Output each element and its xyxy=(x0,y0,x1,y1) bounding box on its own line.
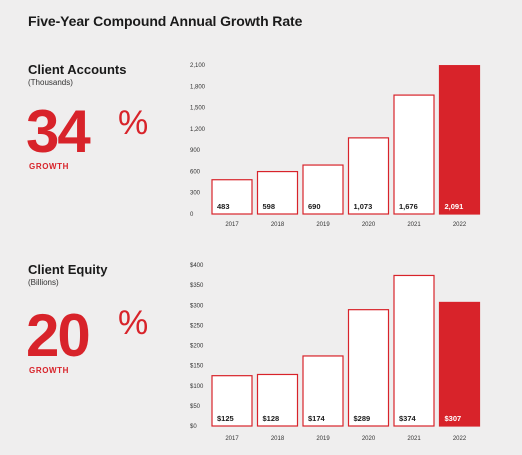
client-accounts-unit: (Thousands) xyxy=(28,78,73,87)
equity-bar-2019 xyxy=(302,355,344,427)
equity-bar-2022 xyxy=(438,301,481,427)
equity-bar-2021 xyxy=(393,274,435,427)
equity-xtick-label: 2019 xyxy=(316,436,330,442)
equity-bar-2017 xyxy=(211,375,253,427)
page-title: Five-Year Compound Annual Growth Rate xyxy=(28,13,303,29)
accounts-ytick-label: 900 xyxy=(190,148,201,154)
equity-bar-2020 xyxy=(347,309,390,427)
accounts-xtick-label: 2019 xyxy=(316,222,330,228)
equity-value-label: $125 xyxy=(217,414,234,423)
accounts-value-label: 598 xyxy=(263,202,276,211)
equity-bar-2018 xyxy=(256,373,299,427)
accounts-xtick-label: 2022 xyxy=(453,222,467,228)
accounts-value-label: 1,676 xyxy=(399,202,418,211)
equity-ytick-label: $350 xyxy=(190,283,204,289)
client-equity-growth-label: GROWTH xyxy=(29,366,70,375)
accounts-ytick-label: 600 xyxy=(190,169,201,175)
equity-ytick-label: $400 xyxy=(190,263,204,269)
client-accounts-title: Client Accounts xyxy=(28,62,127,77)
accounts-ytick-label: 1,500 xyxy=(190,106,206,112)
equity-ytick-label: $0 xyxy=(190,424,197,430)
accounts-xtick-label: 2018 xyxy=(271,222,285,228)
accounts-ytick-label: 1,200 xyxy=(190,127,206,133)
client-equity-growth-value: 20 xyxy=(26,302,91,369)
client-accounts-growth-label: GROWTH xyxy=(29,162,70,171)
accounts-ytick-label: 2,100 xyxy=(190,63,206,69)
accounts-bar-2020 xyxy=(347,137,390,215)
equity-ytick-label: $300 xyxy=(190,303,204,309)
equity-xtick-label: 2020 xyxy=(362,436,376,442)
equity-ytick-label: $200 xyxy=(190,344,204,350)
equity-ytick-label: $50 xyxy=(190,404,201,410)
accounts-bar-2021 xyxy=(393,94,435,215)
equity-value-label: $307 xyxy=(445,414,462,423)
client-equity-title: Client Equity xyxy=(28,262,108,277)
equity-xtick-label: 2017 xyxy=(225,436,239,442)
accounts-bar-2019 xyxy=(302,164,344,215)
client-accounts-growth-percent: % xyxy=(118,104,149,142)
accounts-bar-2018 xyxy=(256,170,299,215)
client-accounts-growth-value: 34 xyxy=(26,98,91,165)
accounts-bar-2017 xyxy=(211,179,253,215)
accounts-value-label: 483 xyxy=(217,202,230,211)
accounts-xtick-label: 2021 xyxy=(407,222,421,228)
accounts-ytick-label: 300 xyxy=(190,191,201,197)
accounts-value-label: 2,091 xyxy=(445,202,464,211)
accounts-xtick-label: 2017 xyxy=(225,222,239,228)
equity-ytick-label: $150 xyxy=(190,364,204,370)
accounts-value-label: 1,073 xyxy=(354,202,373,211)
accounts-value-label: 690 xyxy=(308,202,321,211)
equity-xtick-label: 2021 xyxy=(407,436,421,442)
equity-value-label: $374 xyxy=(399,414,417,423)
accounts-ytick-label: 0 xyxy=(190,212,194,218)
client-equity-growth-percent: % xyxy=(118,304,149,342)
accounts-xtick-label: 2020 xyxy=(362,222,376,228)
equity-xtick-label: 2018 xyxy=(271,436,285,442)
client-equity-unit: (Billions) xyxy=(28,278,59,287)
equity-ytick-label: $250 xyxy=(190,323,204,329)
equity-xtick-label: 2022 xyxy=(453,436,467,442)
accounts-bar-2022 xyxy=(438,65,481,215)
equity-value-label: $174 xyxy=(308,414,326,423)
accounts-ytick-label: 1,800 xyxy=(190,84,206,90)
equity-value-label: $128 xyxy=(263,414,280,423)
equity-value-label: $289 xyxy=(354,414,371,423)
equity-ytick-label: $100 xyxy=(190,384,204,390)
